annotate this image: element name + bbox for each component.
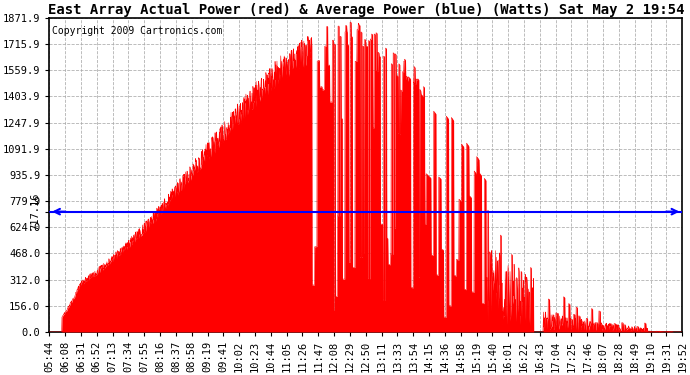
Title: East Array Actual Power (red) & Average Power (blue) (Watts) Sat May 2 19:54: East Array Actual Power (red) & Average … (48, 3, 684, 17)
Text: Copyright 2009 Cartronics.com: Copyright 2009 Cartronics.com (52, 26, 223, 36)
